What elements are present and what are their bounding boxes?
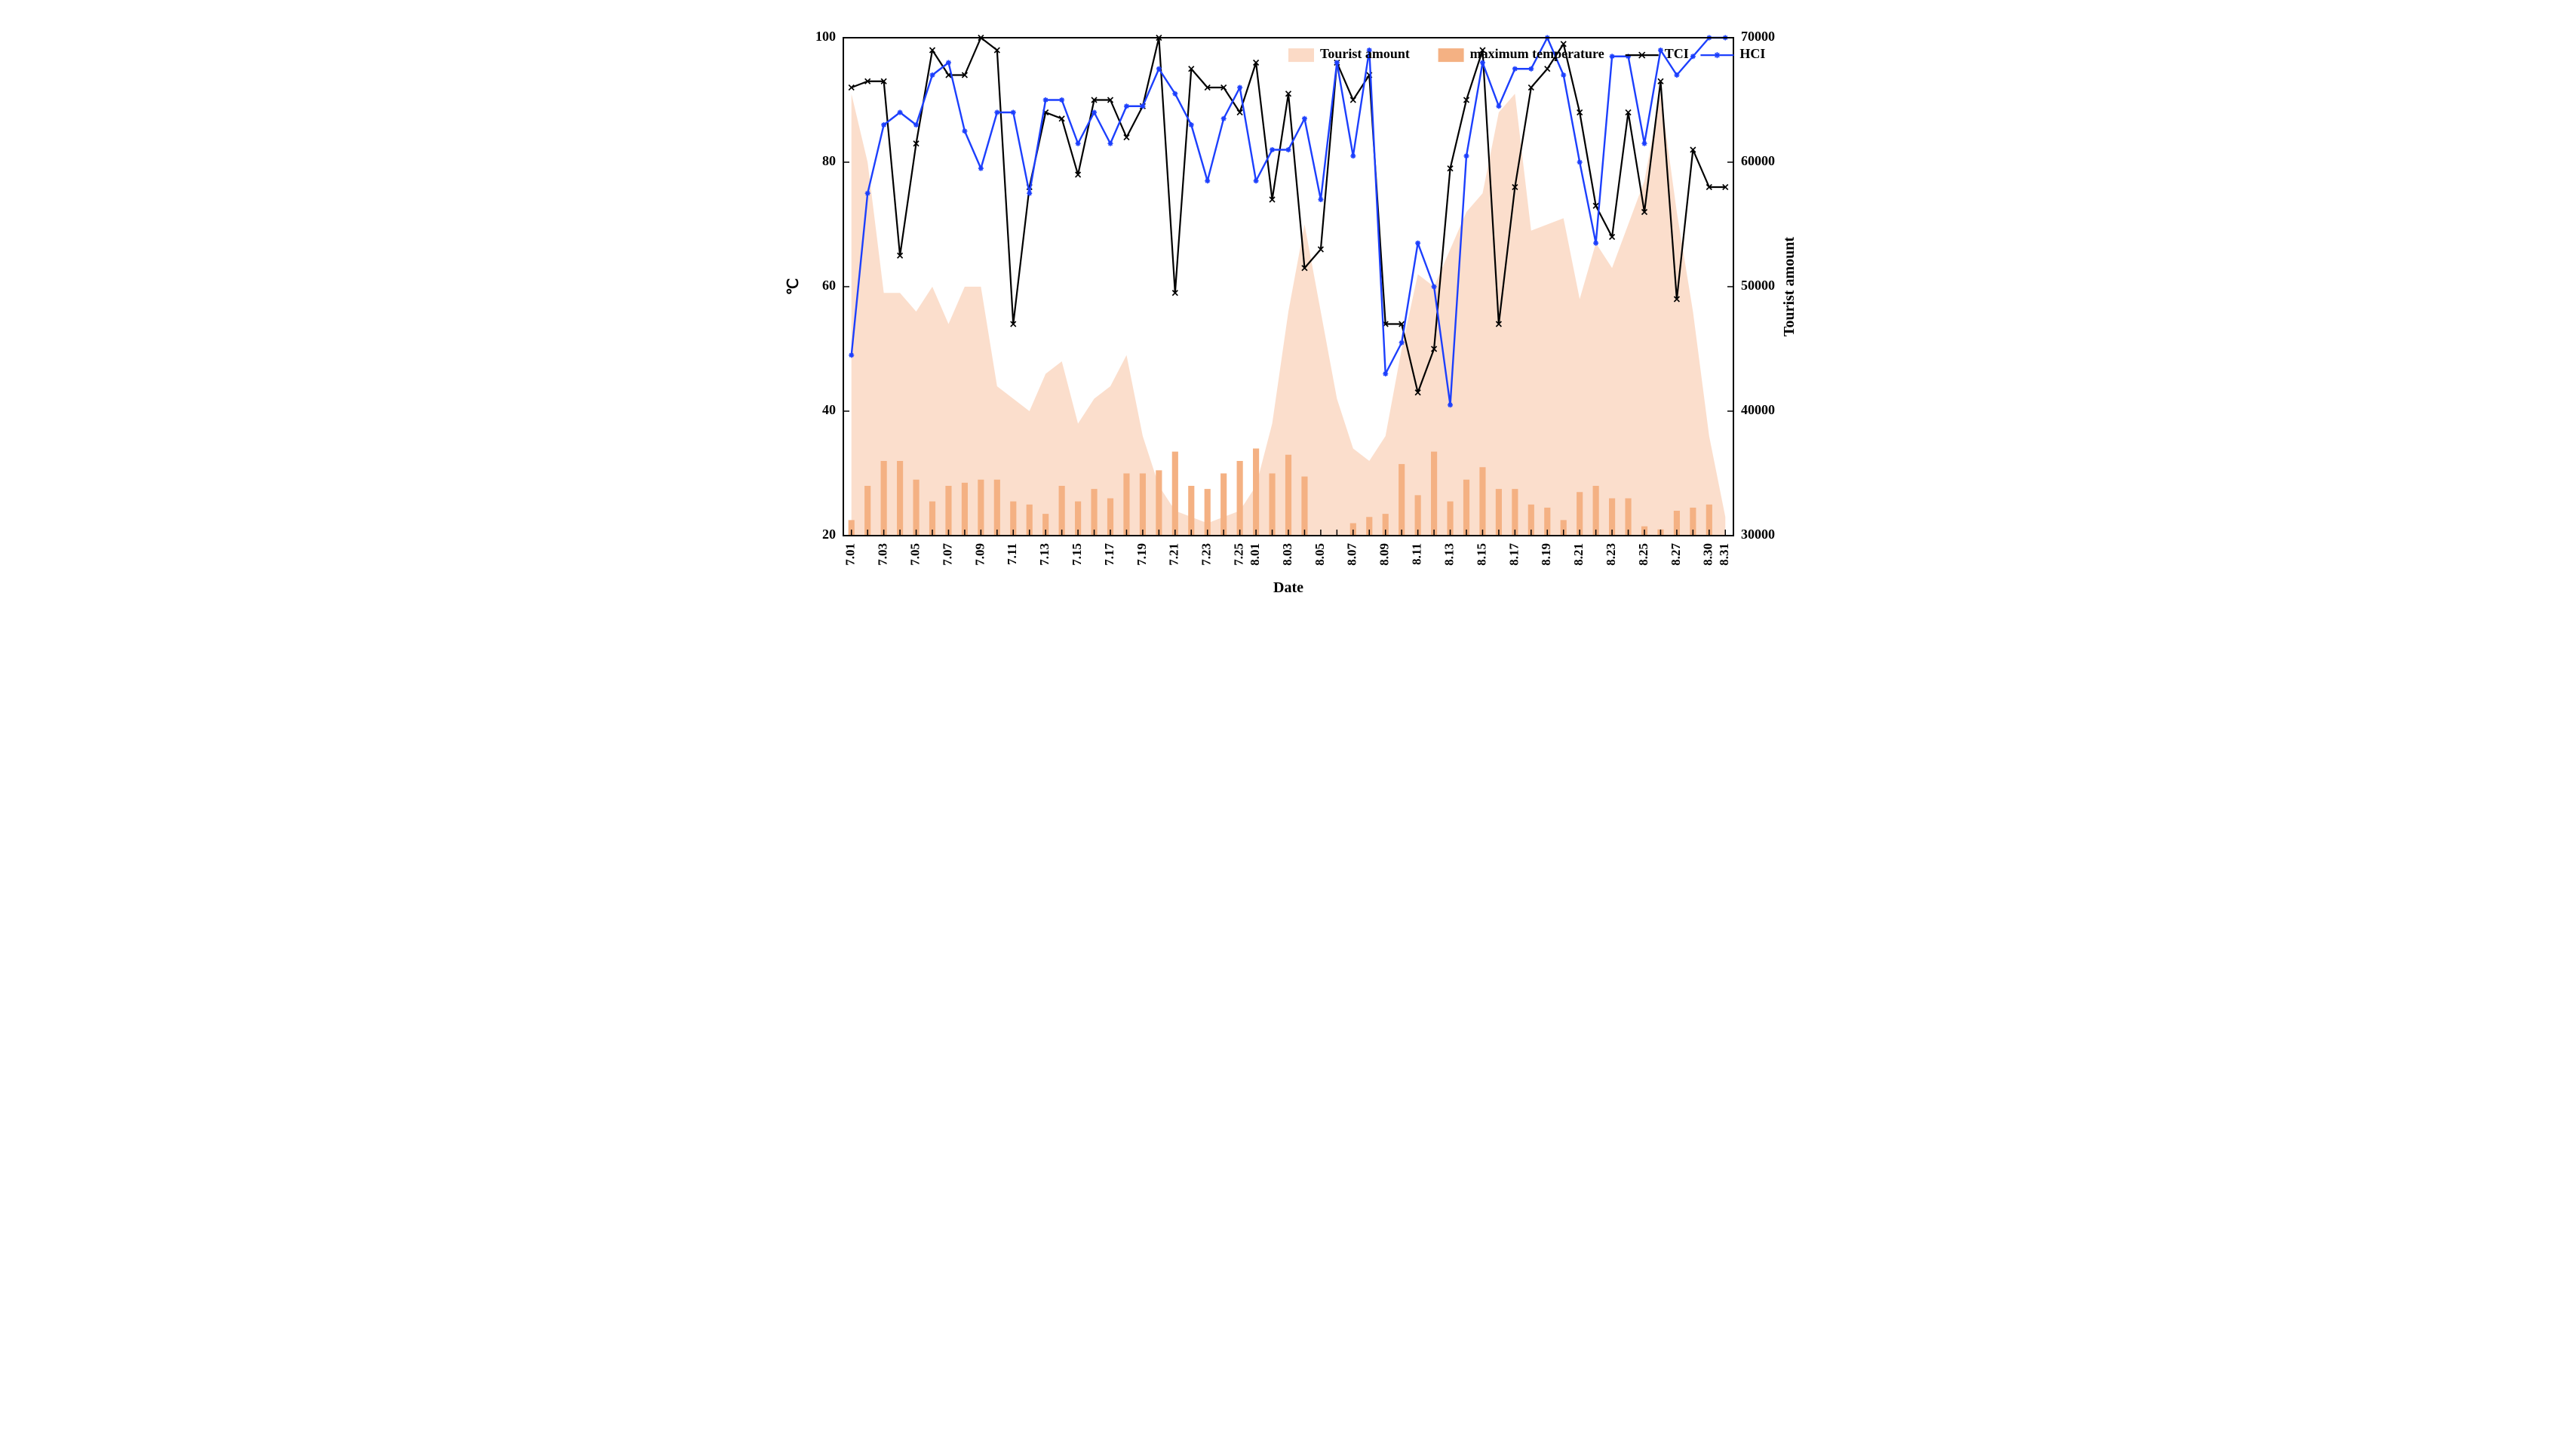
y-right-tick-label: 60000 (1741, 153, 1775, 168)
temperature-bar (1091, 489, 1097, 536)
combo-chart: 20 40 60 80 100 ℃ 30000 40000 50000 60000 70000 Tou… (760, 15, 1816, 611)
x-axis: 7.01 7.03 7.05 7.07 7.09 7.11 7.13 7.15 7.17 7.19… (843, 530, 1731, 596)
x-axis-label: Date (1273, 579, 1303, 596)
temperature-bar (1188, 486, 1194, 536)
temperature-bar (1171, 452, 1177, 536)
temperature-bar (864, 486, 870, 536)
chart-container: 20 40 60 80 100 ℃ 30000 40000 50000 60000 70000 Tou… (760, 15, 1816, 611)
x-tick-label: 7.03 (875, 543, 889, 566)
legend-label: TCI (1664, 46, 1688, 61)
x-tick-label: 7.13 (1037, 543, 1052, 566)
temperature-bar (1058, 486, 1064, 536)
y-left-axis: 20 40 60 80 100 ℃ (785, 29, 849, 542)
y-right-tick-label: 70000 (1741, 29, 1775, 44)
x-tick-label: 8.01 (1247, 543, 1261, 566)
temperature-bar (1431, 452, 1437, 536)
x-tick-label: 8.03 (1279, 543, 1294, 566)
y-left-tick-label: 100 (815, 29, 836, 44)
x-tick-label: 8.21 (1571, 543, 1586, 566)
temperature-bar (1253, 449, 1259, 536)
x-tick-label: 7.09 (972, 543, 987, 566)
temperature-bar (1301, 477, 1307, 536)
x-tick-label: 8.19 (1539, 543, 1553, 566)
temperature-bar (1495, 489, 1501, 536)
x-tick-label: 8.11 (1409, 543, 1423, 565)
y-left-tick-label: 20 (822, 527, 836, 542)
x-tick-label: 8.23 (1603, 543, 1617, 566)
x-tick-label: 8.17 (1506, 543, 1521, 566)
x-tick-label: 8.15 (1474, 543, 1488, 566)
x-tick-label: 7.07 (940, 543, 954, 566)
x-tick-label: 8.31 (1717, 543, 1731, 566)
x-tick-label: 8.07 (1344, 543, 1359, 566)
temperature-bar (1414, 495, 1420, 536)
legend-label: maximum temperature (1469, 46, 1604, 61)
temperature-bar (1139, 474, 1145, 536)
temperature-bar (1479, 467, 1485, 536)
temperature-bar (1220, 474, 1227, 536)
temperature-bar (1156, 470, 1162, 536)
temperature-bar (1592, 486, 1598, 536)
temperature-bar (1269, 474, 1275, 536)
x-tick-label: 8.05 (1312, 543, 1326, 566)
y-right-tick-label: 30000 (1741, 527, 1775, 542)
x-tick-label: 7.05 (907, 543, 922, 566)
legend-label: HCI (1739, 46, 1765, 61)
y-right-axis-label: Tourist amount (1781, 237, 1798, 336)
x-tick-label: 8.09 (1377, 543, 1391, 566)
temperature-bar (993, 480, 999, 536)
temperature-bar (1399, 464, 1405, 536)
x-tick-label: 8.13 (1442, 543, 1456, 566)
legend-swatch (1438, 48, 1463, 62)
x-tick-label: 7.25 (1231, 543, 1245, 566)
x-tick-label: 8.30 (1700, 543, 1715, 566)
x-tick-label: 7.23 (1199, 543, 1213, 566)
temperature-bar (1577, 492, 1583, 536)
temperature-bar (913, 480, 919, 536)
temperature-bar (1463, 480, 1469, 536)
legend-swatch (1288, 48, 1314, 62)
temperature-bar (1512, 489, 1518, 536)
y-left-tick-label: 40 (822, 402, 836, 417)
y-right-tick-label: 40000 (1741, 402, 1775, 417)
temperature-bar (961, 483, 967, 536)
x-tick-label: 7.15 (1069, 543, 1083, 566)
y-right-axis: 30000 40000 50000 60000 70000 Tourist amount (1727, 29, 1798, 542)
temperature-bar (1236, 461, 1242, 536)
temperature-bar (1204, 489, 1210, 536)
x-tick-label: 8.27 (1668, 543, 1682, 566)
temperature-bar (945, 486, 951, 536)
temperature-bar (978, 480, 984, 536)
x-tick-label: 7.01 (843, 543, 857, 566)
legend-label: Tourist amount (1320, 46, 1410, 61)
x-tick-label: 8.25 (1635, 543, 1650, 566)
temperature-bar (1285, 455, 1291, 536)
x-tick-label: 7.21 (1166, 543, 1181, 566)
temperature-bar (880, 461, 886, 536)
x-tick-label: 7.17 (1101, 543, 1116, 566)
y-left-tick-label: 80 (822, 153, 836, 168)
y-right-tick-label: 50000 (1741, 278, 1775, 293)
x-tick-label: 7.19 (1134, 543, 1148, 566)
temperature-bar (1123, 474, 1129, 536)
y-left-axis-label: ℃ (785, 278, 802, 295)
temperature-bar (897, 461, 903, 536)
x-tick-label: 7.11 (1005, 543, 1019, 565)
y-left-tick-label: 60 (822, 278, 836, 293)
